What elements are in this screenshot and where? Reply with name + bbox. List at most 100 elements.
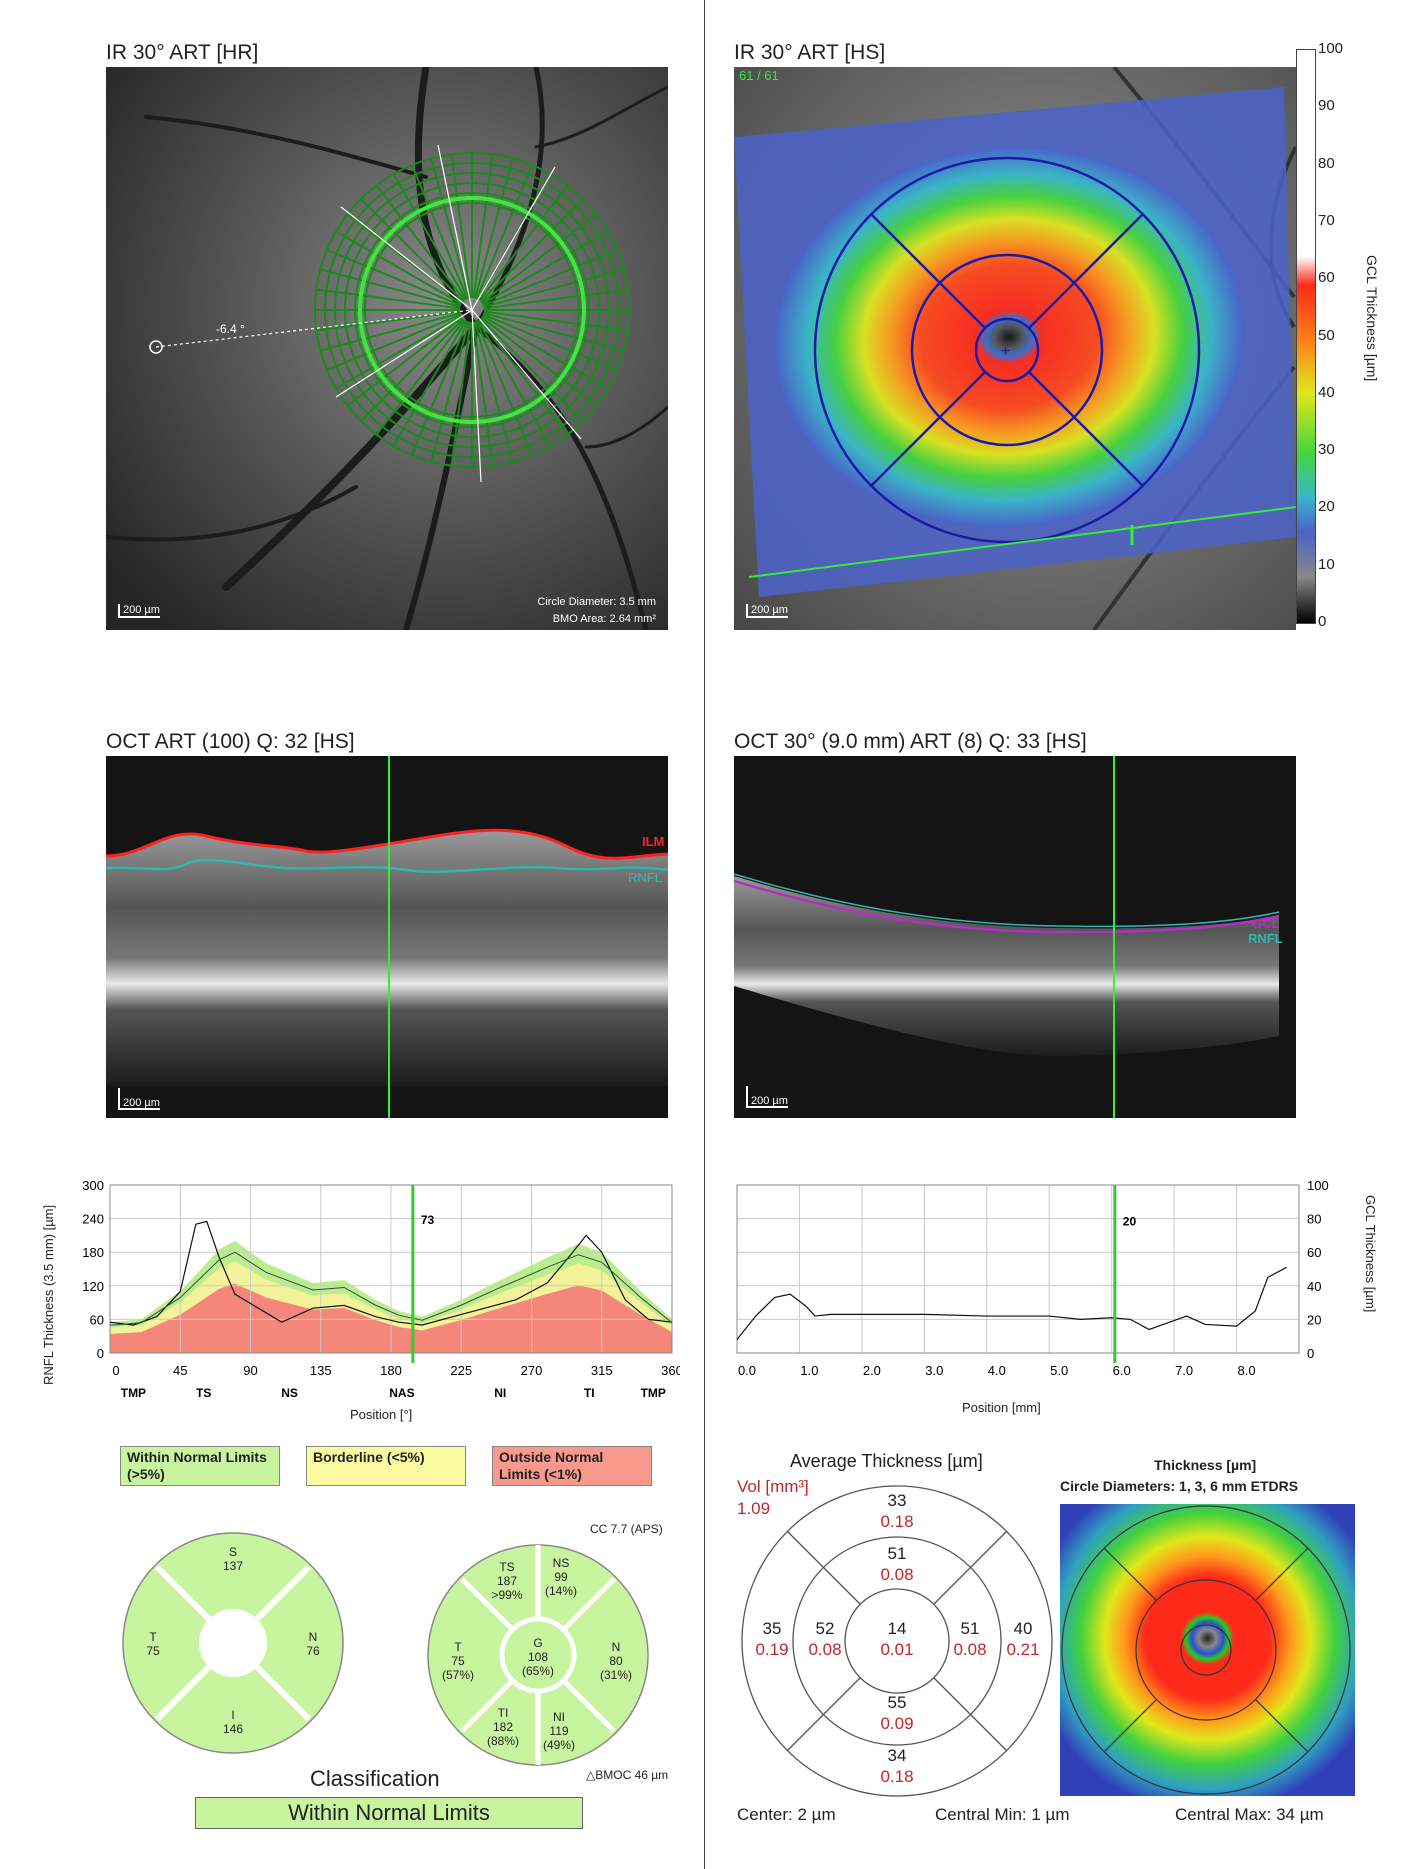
vol-value: 1.09: [737, 1499, 771, 1518]
y-tick: 0: [97, 1346, 104, 1361]
scale-bar-label: 200 µm: [746, 1086, 788, 1108]
legend-outside-normal: Outside Normal Limits (<1%): [492, 1446, 652, 1486]
etdrs-outer-inferior: 34 0.18: [880, 1746, 914, 1786]
rnfl-measured-line: [109, 1220, 673, 1326]
column-divider: [704, 0, 705, 1869]
scan-number-label: 61 / 61: [739, 68, 779, 83]
sector-t: T 75: [146, 1630, 160, 1658]
thickness-map[interactable]: [1060, 1504, 1355, 1796]
x-tick: 90: [243, 1363, 257, 1378]
colorbar-tick: 100: [1318, 40, 1344, 57]
svg-text:+: +: [1001, 343, 1010, 360]
etdrs-inner-inferior: 55 0.09: [880, 1693, 914, 1733]
rnfl-thickness-chart[interactable]: 73 300 240 180 120 60 00 45 90 135 180 225 270 315 360…: [60, 1170, 680, 1430]
etdrs-center: 14 0.01: [880, 1619, 914, 1659]
sector-t-right: T 75 (57%): [441, 1640, 474, 1682]
colorbar-tick: 50: [1318, 326, 1335, 344]
rnfl-label: RNFL: [628, 870, 662, 885]
bmoc-label: △BMOC 46 µm: [586, 1768, 669, 1782]
ir-hs-gcl-map[interactable]: + 61 / 61 200 µm: [734, 67, 1296, 630]
cc-label: CC 7.7 (APS): [590, 1522, 663, 1536]
classification-title: Classification: [310, 1766, 440, 1791]
sector-label: NAS: [389, 1386, 414, 1400]
colorbar-tick: 30: [1318, 441, 1335, 459]
sector-label: NS: [281, 1386, 298, 1400]
circle-diameter-label: Circle Diameter: 3.5 mm: [537, 596, 656, 608]
ilm-label: ILM: [642, 834, 665, 849]
sector-label: TS: [196, 1386, 211, 1400]
center-thickness-label: Center: 2 µm: [737, 1805, 836, 1824]
sector-n-right: N 80 (31%): [599, 1640, 632, 1682]
colorbar-tick: 70: [1318, 211, 1335, 229]
colorbar-tick: 90: [1318, 97, 1335, 115]
cursor-value: 73: [421, 1213, 435, 1227]
oct-line-bscan[interactable]: GCL RNFL 200 µm: [734, 756, 1296, 1118]
x-tick: 1.0: [800, 1363, 818, 1378]
rnfl-sector-diagram: [427, 1544, 649, 1766]
colorbar-label-wrap: GCL Thickness [µm]: [1362, 255, 1382, 415]
thickness-map-title: Thickness [µm]: [1154, 1457, 1257, 1473]
x-tick: 45: [173, 1363, 187, 1378]
sector-n: N 76: [306, 1630, 320, 1658]
x-tick: 270: [521, 1363, 543, 1378]
gcl-colorbar: [1296, 49, 1316, 624]
rnfl-quadrant-diagram: [122, 1532, 344, 1754]
colorbar-ticks: 100 90 80 70 60 50 40 30 20 10 0: [1318, 40, 1358, 630]
etdrs-outer-nasal: 40 0.21: [1006, 1619, 1040, 1659]
etdrs-outer-temporal: 35 0.19: [755, 1619, 789, 1659]
etdrs-inner-temporal: 52 0.08: [808, 1619, 842, 1659]
x-tick: 5.0: [1050, 1363, 1068, 1378]
colorbar-tick: 80: [1318, 154, 1335, 172]
ir-hr-fundus-image[interactable]: -6.4 ° 200 µm Circle Diameter: 3.5 mm BM…: [106, 67, 668, 630]
colorbar-tick: 60: [1318, 269, 1335, 287]
etdrs-inner-nasal: 51 0.08: [953, 1619, 987, 1659]
gcl-ylabel: GCL Thickness [µm]: [1363, 1195, 1378, 1313]
y-tick: 100: [1307, 1178, 1329, 1193]
colorbar-tick: 10: [1318, 555, 1335, 573]
y-tick: 0: [1307, 1346, 1314, 1361]
x-tick: 180: [380, 1363, 402, 1378]
oct-circle-bscan[interactable]: ILM RNFL 200 µm: [106, 756, 668, 1118]
angle-label: -6.4 °: [216, 322, 245, 336]
colorbar-tick: 20: [1318, 498, 1335, 516]
x-tick: 0.0: [738, 1363, 756, 1378]
rnfl-layer-label: RNFL: [1248, 931, 1283, 946]
x-tick: 2.0: [863, 1363, 881, 1378]
y-tick: 180: [82, 1245, 104, 1260]
colorbar-label: GCL Thickness [µm]: [1364, 255, 1380, 382]
rnfl-mean-line: [109, 1251, 673, 1326]
etdrs-title: Average Thickness [µm]: [790, 1451, 983, 1471]
y-tick: 40: [1307, 1279, 1321, 1294]
etdrs-grid: [741, 1485, 1053, 1797]
gcl-xlabel: Position [mm]: [962, 1400, 1041, 1415]
ir-hr-title: IR 30° ART [HR]: [106, 41, 259, 64]
x-tick: 6.0: [1113, 1363, 1131, 1378]
rnfl-ylabel: RNFL Thickness (3.5 mm) [µm]: [41, 1204, 56, 1385]
x-tick: 135: [310, 1363, 332, 1378]
sector-i: I 146: [222, 1708, 244, 1736]
y-tick: 240: [82, 1212, 104, 1227]
sector-s: S 137: [222, 1545, 244, 1573]
sector-label: TMP: [641, 1386, 666, 1400]
sector-label: TMP: [121, 1386, 146, 1400]
x-tick: 315: [591, 1363, 613, 1378]
scale-bar-label: 200 µm: [118, 604, 160, 618]
oct-circle-title: OCT ART (100) Q: 32 [HS]: [106, 730, 355, 753]
sector-label: NI: [494, 1386, 506, 1400]
sector-ni: NI 119 (49%): [542, 1710, 575, 1752]
colorbar-tick: 40: [1318, 383, 1335, 401]
gcl-thickness-chart[interactable]: 20 100 80 60 40 20 0 0.0 1.0 2.0 3.0 4.0 5.0 6.0 7.0 8.…: [725, 1170, 1365, 1430]
y-tick: 60: [90, 1312, 104, 1327]
etdrs-inner-superior: 51 0.08: [880, 1544, 914, 1584]
scale-bar-label: 200 µm: [118, 1088, 160, 1110]
gcl-measured-line: [736, 1266, 1287, 1340]
scale-bar-label: 200 µm: [746, 604, 788, 618]
gcl-ylabel-wrap: GCL Thickness [µm]: [1360, 1195, 1384, 1355]
x-tick: 8.0: [1238, 1363, 1256, 1378]
x-tick: 4.0: [988, 1363, 1006, 1378]
delta-icon: △: [586, 1768, 596, 1782]
y-tick: 20: [1307, 1312, 1321, 1327]
legend-within-normal: Within Normal Limits (>5%): [120, 1446, 280, 1486]
cursor-value: 20: [1123, 1214, 1137, 1228]
x-tick: 360: [661, 1363, 680, 1378]
